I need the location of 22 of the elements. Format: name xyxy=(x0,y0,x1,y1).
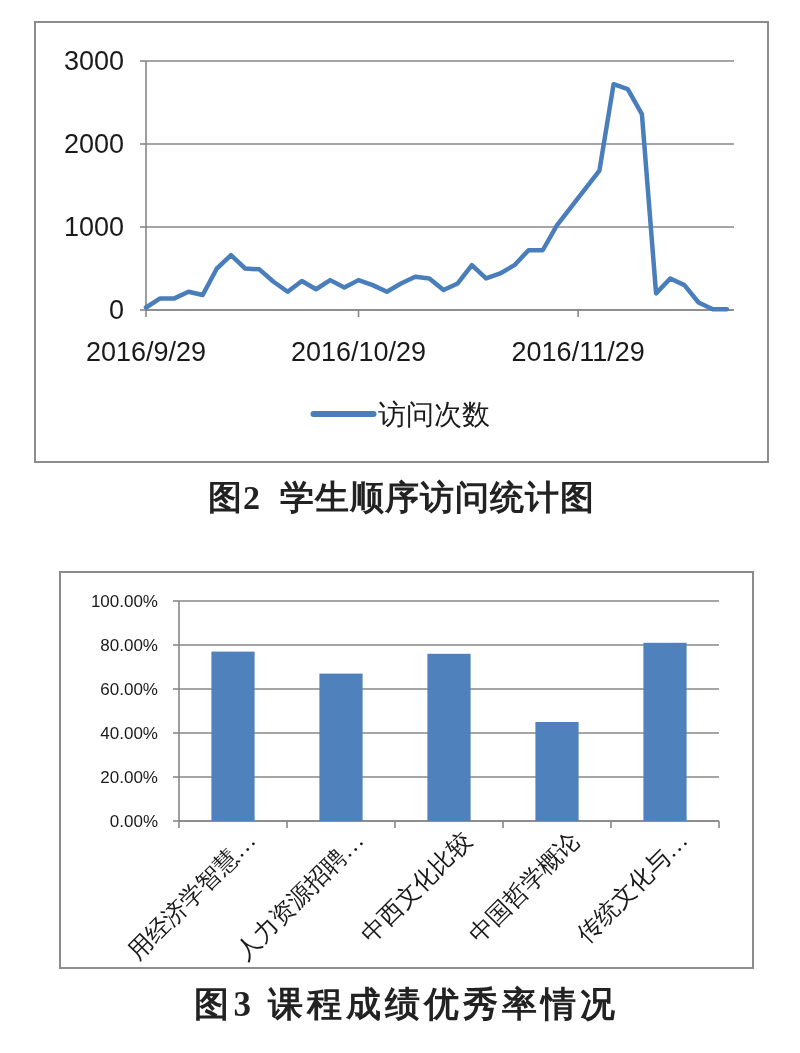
y-tick-label: 40.00% xyxy=(100,723,158,743)
bar xyxy=(643,642,687,821)
x-tick-label: 2016/10/29 xyxy=(290,337,427,367)
y-tick-label: 60.00% xyxy=(100,679,158,699)
y-tick-label: 1000 xyxy=(63,212,124,242)
y-tick-label: 100.00% xyxy=(90,591,158,611)
y-tick-label: 3000 xyxy=(63,46,124,76)
y-tick-label: 80.00% xyxy=(100,635,158,655)
y-tick-label: 2000 xyxy=(63,129,124,159)
legend-label: 访问次数 xyxy=(377,398,490,430)
y-tick-label: 0.00% xyxy=(109,811,158,831)
x-tick-label: 2016/9/29 xyxy=(85,337,207,367)
text: 图3 课程成绩优秀率情况 xyxy=(194,984,619,1024)
bar xyxy=(427,653,471,821)
bar xyxy=(535,722,579,821)
y-tick-label: 20.00% xyxy=(100,767,158,787)
y-tick-label: 0 xyxy=(108,295,124,325)
x-tick-label: 2016/11/29 xyxy=(511,337,645,367)
bar xyxy=(319,673,363,821)
text: 图2 学生顺序访问统计图 xyxy=(208,478,595,516)
line-series xyxy=(143,81,730,312)
bar xyxy=(211,651,255,821)
